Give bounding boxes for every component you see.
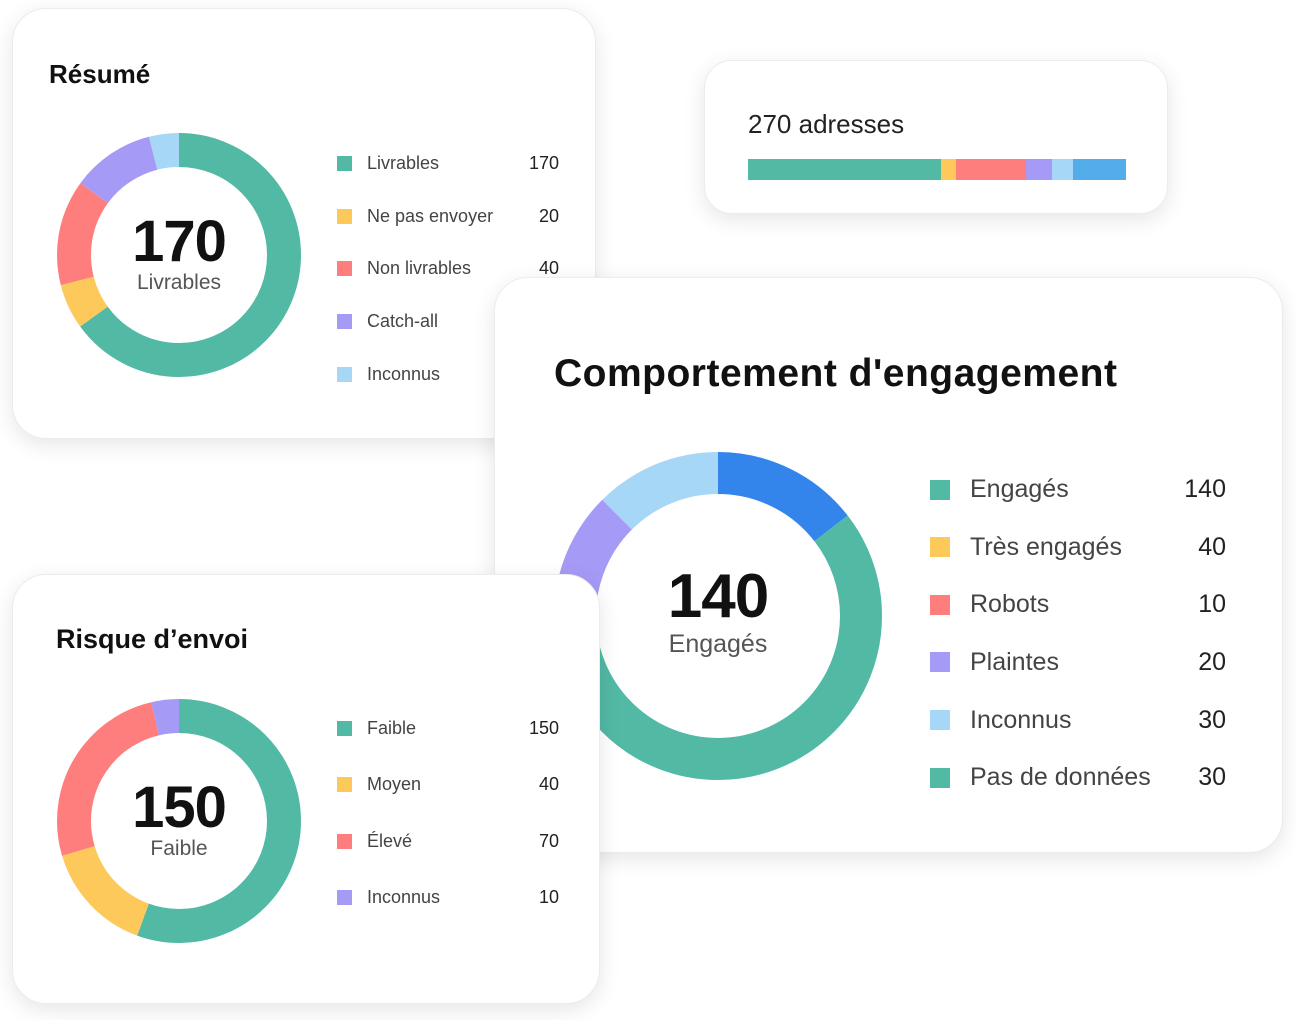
legend-swatch — [337, 721, 352, 736]
legend-item-pas-de-donnees: Pas de données 30 — [930, 763, 1226, 792]
legend-label: Non livrables — [367, 258, 472, 279]
legend-value: 10 — [538, 887, 559, 907]
bar-segment-1 — [940, 159, 956, 180]
legend-swatch — [337, 833, 352, 849]
legend-swatch — [337, 261, 352, 277]
engagement-title: Comportement d'engagement — [554, 352, 1118, 395]
summary-legend: Livrables 170 Ne pas envoyer 20 Non livrable… — [337, 153, 559, 393]
addresses-label: 270 adresses — [748, 109, 905, 139]
legend-swatch — [930, 594, 950, 615]
legend-label: Catch-all — [367, 311, 439, 332]
engagement-legend: Engagés 140 Très engagés 40 Robots 10 Plaintes… — [930, 475, 1226, 795]
legend-item-plaintes: Plaintes 20 — [930, 648, 1226, 677]
summary-center-value: 170 — [132, 209, 227, 274]
bar-segment-3 — [1025, 159, 1053, 180]
summary-donut-svg — [57, 133, 301, 377]
summary-title: Résumé — [49, 59, 151, 89]
bar-segment-4 — [1052, 159, 1074, 180]
donut-slice-inconnus — [57, 699, 301, 943]
legend-swatch — [930, 710, 950, 731]
engagement-card: Comportement d'engagement 140 Engagés En… — [494, 277, 1283, 853]
addresses-card: 270 adresses — [704, 60, 1168, 214]
legend-swatch — [337, 366, 352, 382]
legend-label: Plaintes — [970, 647, 1059, 676]
bar-segment-0 — [748, 159, 941, 180]
legend-label: Inconnus — [367, 887, 441, 907]
summary-card: Résumé 170 Livrables Livrables 170 Ne pas … — [12, 8, 596, 439]
legend-item-inconnus: Inconnus 10 — [337, 887, 559, 908]
legend-swatch — [337, 156, 352, 171]
engagement-center: 140 Engagés — [554, 566, 882, 659]
summary-center: 170 Livrables — [57, 213, 301, 295]
legend-value: 40 — [1198, 532, 1226, 561]
risk-center-value: 150 — [132, 775, 227, 840]
risk-legend: Faible 150 Moyen 40 Élevé 70 Inconnus 10 — [337, 718, 559, 918]
legend-label: Pas de données — [970, 763, 1151, 792]
legend-label: Inconnus — [367, 363, 441, 384]
legend-item-robots: Robots 10 — [930, 590, 1226, 619]
legend-label: Moyen — [367, 774, 422, 795]
legend-label: Livrables — [367, 153, 440, 173]
legend-value: 10 — [1198, 590, 1226, 619]
legend-value: 70 — [538, 830, 559, 851]
legend-item-inconnus: Inconnus 30 — [930, 706, 1226, 735]
legend-item-engages: Engagés 140 — [930, 475, 1226, 504]
legend-value: 20 — [538, 205, 559, 226]
donut-slice-inconnus — [57, 133, 301, 377]
summary-center-label: Livrables — [136, 271, 222, 294]
legend-swatch — [930, 537, 950, 558]
engagement-center-label: Engagés — [668, 630, 768, 658]
legend-item-faible: Faible 150 — [337, 718, 559, 739]
legend-label: Très engagés — [970, 532, 1122, 561]
legend-label: Faible — [367, 718, 417, 738]
legend-swatch — [337, 777, 352, 793]
engagement-donut-chart: 140 Engagés — [554, 452, 882, 780]
legend-label: Élevé — [367, 830, 413, 851]
risk-donut-chart: 150 Faible — [57, 699, 301, 943]
legend-value: 40 — [538, 774, 559, 795]
risk-center-label: Faible — [150, 837, 208, 860]
legend-value: 140 — [1184, 475, 1226, 503]
legend-value: 150 — [528, 718, 559, 738]
legend-item-non-livrables: Non livrables 40 — [337, 258, 559, 279]
risk-title: Risque d’envoi — [56, 624, 249, 654]
legend-swatch — [930, 479, 950, 500]
legend-item-inconnus: Inconnus — [337, 364, 559, 385]
legend-swatch — [337, 890, 352, 905]
addresses-stacked-bar — [748, 159, 1126, 180]
donut-slice-segment-3 — [554, 452, 882, 780]
risk-center: 150 Faible — [57, 779, 301, 861]
legend-item-livrables: Livrables 170 — [337, 153, 559, 174]
legend-item-eleve: Élevé 70 — [337, 831, 559, 852]
engagement-center-value: 140 — [667, 562, 769, 631]
legend-value: 30 — [1198, 705, 1226, 734]
legend-value: 40 — [538, 258, 559, 279]
legend-value: 20 — [1198, 647, 1226, 676]
legend-item-ne-pas-envoyer: Ne pas envoyer 20 — [337, 206, 559, 227]
risk-card: Risque d’envoi 150 Faible Faible 150 Moyen… — [12, 574, 600, 1004]
legend-label: Ne pas envoyer — [367, 205, 494, 226]
donut-slice-eleve — [57, 699, 301, 943]
legend-value: 170 — [528, 153, 559, 173]
legend-label: Robots — [970, 590, 1050, 619]
risk-donut-svg — [57, 699, 301, 943]
legend-label: Inconnus — [970, 705, 1072, 734]
bar-segment-2 — [955, 159, 1026, 180]
legend-swatch — [930, 652, 950, 673]
legend-item-tres-engages: Très engagés 40 — [930, 533, 1226, 562]
legend-item-moyen: Moyen 40 — [337, 774, 559, 795]
summary-donut-chart: 170 Livrables — [57, 133, 301, 377]
legend-label: Engagés — [970, 475, 1069, 503]
legend-item-catch-all: Catch-all — [337, 311, 559, 332]
bar-segment-5 — [1073, 159, 1126, 180]
legend-swatch — [930, 767, 950, 788]
legend-value: 30 — [1198, 763, 1226, 792]
legend-swatch — [337, 208, 352, 224]
legend-swatch — [337, 314, 352, 330]
donut-slice-non-livrables — [57, 133, 301, 377]
